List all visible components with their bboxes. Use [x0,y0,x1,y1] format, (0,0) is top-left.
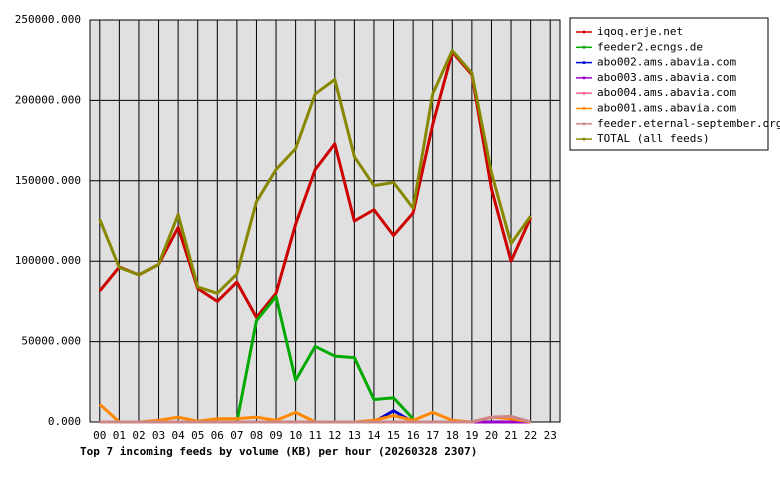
legend-marker [582,76,586,80]
chart-title: Top 7 incoming feeds by volume (KB) per … [80,445,477,458]
x-tick-label: 22 [524,429,537,442]
x-tick-label: 20 [485,429,498,442]
x-tick-label: 09 [269,429,282,442]
x-tick-label: 14 [367,429,381,442]
x-tick-label: 05 [191,429,204,442]
series-line [99,414,532,424]
x-tick-label: 07 [230,429,243,442]
legend-label: abo001.ams.abavia.com [597,102,736,115]
legend-marker [582,91,586,95]
x-tick-label: 06 [211,429,224,442]
x-tick-label: 12 [328,429,341,442]
x-tick-label: 23 [544,429,557,442]
x-tick-label: 01 [113,429,126,442]
x-tick-label: 10 [289,429,302,442]
legend-marker [582,61,586,65]
legend-marker [582,137,586,141]
x-tick-label: 04 [172,429,186,442]
x-tick-label: 11 [309,429,322,442]
legend-marker [582,107,586,110]
legend-marker [582,45,586,49]
y-tick-label: 150000.000 [15,174,81,187]
x-tick-label: 08 [250,429,263,442]
y-tick-label: 50000.000 [21,335,81,348]
y-tick-label: 250000.000 [15,13,81,26]
x-tick-label: 16 [407,429,420,442]
legend-marker [582,122,586,126]
legend-label: abo002.ams.abavia.com [597,56,736,69]
legend-label: feeder2.ecngs.de [597,40,703,53]
x-tick-label: 17 [426,429,439,442]
series-line [235,295,415,423]
x-tick-label: 15 [387,429,400,442]
legend-label: feeder.eternal-september.org [597,117,780,130]
y-tick-label: 100000.000 [15,254,81,267]
y-tick-label: 0.000 [48,415,81,428]
x-tick-label: 18 [446,429,459,442]
legend-label: TOTAL (all feeds) [597,132,710,145]
x-tick-label: 21 [504,429,517,442]
x-tick-label: 02 [132,429,145,442]
legend-label: abo004.ams.abavia.com [597,86,736,99]
plot-background [90,20,560,422]
x-tick-label: 13 [348,429,361,442]
x-tick-label: 19 [465,429,478,442]
series-line [98,49,532,295]
legend-marker [582,30,586,34]
x-tick-label: 03 [152,429,165,442]
legend-label: iqoq.erje.net [597,25,683,38]
legend-label: abo003.ams.abavia.com [597,71,736,84]
y-tick-label: 200000.000 [15,93,81,106]
legend-box [569,17,769,151]
x-tick-label: 00 [93,429,106,442]
